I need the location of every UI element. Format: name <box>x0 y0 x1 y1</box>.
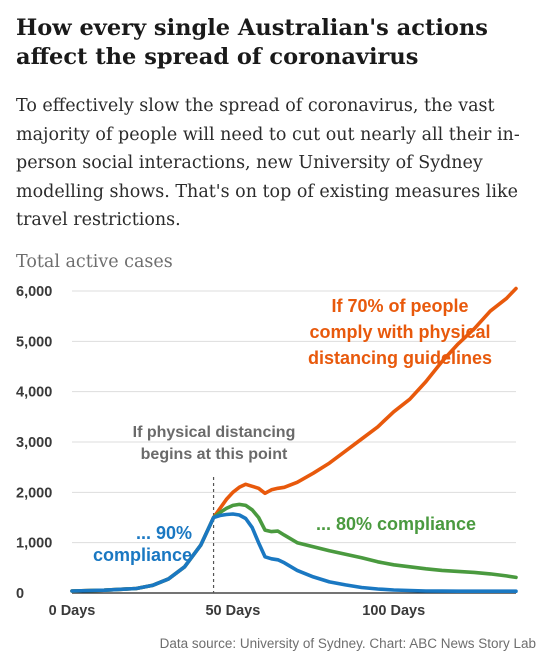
annotation-90-percent: compliance <box>93 545 192 565</box>
x-tick-label: 100 Days <box>362 603 425 619</box>
chart-title: How every single Australian's actions af… <box>16 15 488 70</box>
y-tick-label: 6,000 <box>16 284 52 300</box>
x-tick-label: 0 Days <box>49 603 96 619</box>
y-tick-label: 4,000 <box>16 385 52 401</box>
data-source-credit: Data source: University of Sydney. Chart… <box>159 636 536 651</box>
y-tick-label: 2,000 <box>16 485 52 501</box>
annotation-70-percent: distancing guidelines <box>308 348 492 368</box>
x-tick-label: 50 Days <box>205 603 260 619</box>
y-tick-label: 1,000 <box>16 536 52 552</box>
y-tick-label: 3,000 <box>16 435 52 451</box>
intervention-annotation: If physical distancing <box>133 424 296 441</box>
annotation-70-percent: comply with physical <box>309 322 490 342</box>
line-chart: Total active cases 0 1,000 2,000 3,000 4,000 5… <box>16 252 518 619</box>
y-axis-title: Total active cases <box>16 252 173 272</box>
annotation-70-percent: If 70% of people <box>331 296 468 316</box>
y-tick-label: 5,000 <box>16 334 52 350</box>
intervention-annotation: begins at this point <box>141 446 288 463</box>
annotation-80-percent: ... 80% compliance <box>316 514 476 534</box>
series-line-90-percent <box>70 512 518 594</box>
annotation-90-percent: ... 90% <box>136 523 192 543</box>
y-tick-label: 0 <box>16 586 24 602</box>
chart-subtitle: To effectively slow the spread of corona… <box>16 96 520 230</box>
